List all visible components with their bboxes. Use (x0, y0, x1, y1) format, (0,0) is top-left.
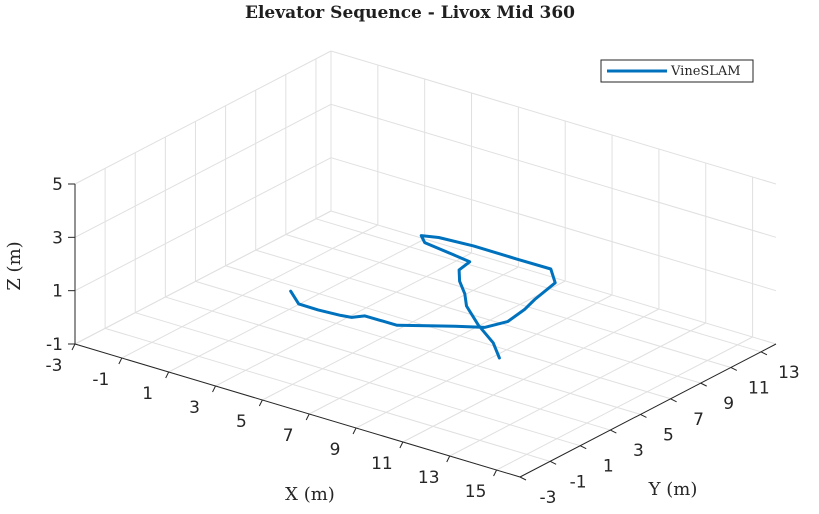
x-tick-label: 11 (371, 454, 393, 474)
legend: VineSLAM (600, 59, 754, 83)
grid-line-floor-y (104, 327, 551, 462)
grid-line-side-z (74, 103, 332, 238)
x-tick-label: 9 (330, 440, 341, 460)
grid-line-side-z (74, 210, 332, 345)
x-tick-mark (493, 469, 498, 477)
grid-line-floor-x (402, 308, 660, 443)
x-tick-mark (258, 399, 263, 407)
z-tick-label: 5 (52, 175, 63, 195)
x-tick-label: 5 (236, 412, 247, 432)
grid-line-back-z (330, 103, 777, 238)
grid-line-floor-x (215, 252, 472, 387)
x-tick-label: -3 (46, 356, 63, 376)
y-tick-mark (519, 476, 527, 481)
axes (68, 183, 777, 481)
grid-line-floor-x (121, 224, 379, 359)
y-tick-label: 1 (603, 457, 614, 477)
y-tick-mark (640, 413, 647, 418)
grid-line-floor-y (225, 265, 671, 400)
legend-box (600, 59, 754, 83)
x-tick-mark (118, 357, 123, 365)
y-tick-mark (580, 445, 587, 450)
chart-title: Elevator Sequence - Livox Mid 360 (245, 3, 575, 23)
y-tick-mark (670, 398, 677, 403)
y-tick-label: 7 (693, 410, 704, 430)
x-tick-mark (71, 343, 76, 351)
x-tick-label: 15 (465, 482, 487, 502)
grid-line-floor-x (262, 266, 519, 401)
x-tick-mark (446, 455, 451, 463)
y-tick-label: 9 (723, 394, 734, 414)
grid-line-floor-y (135, 312, 581, 447)
grid-line-floor-y (195, 280, 641, 415)
y-tick-label: 11 (748, 378, 770, 398)
grid-line-floor-y (285, 233, 731, 368)
x-tick-label: 7 (283, 426, 294, 446)
y-tick-mark (610, 429, 617, 434)
grid-line-side-z (74, 50, 332, 185)
y-tick-label: 5 (663, 425, 674, 445)
grid-line-floor-y (165, 296, 611, 431)
z-tick-label: 1 (52, 282, 63, 302)
z-axis-title: Z (m) (4, 241, 25, 290)
y-tick-mark (700, 382, 707, 387)
y-tick-label: -3 (540, 488, 557, 508)
x-tick-mark (305, 413, 310, 421)
x-tick-label: 3 (189, 398, 200, 418)
y-tick-mark (549, 460, 557, 465)
y-axis-line (519, 343, 777, 478)
x-tick-label: 1 (142, 384, 153, 404)
z-tick-label: 3 (52, 228, 63, 248)
x-tick-mark (352, 427, 357, 435)
grid-line-floor-y (255, 249, 701, 384)
y-tick-mark (760, 351, 768, 356)
series-lines (289, 234, 557, 360)
y-tick-label: 13 (778, 363, 800, 383)
z-tick-label: -1 (46, 335, 63, 355)
y-tick-label: 3 (633, 441, 644, 461)
grid-line-floor-x (449, 322, 706, 457)
x-tick-mark (399, 441, 404, 449)
series-line (289, 234, 557, 360)
x-axis-title: X (m) (285, 484, 335, 505)
x-tick-mark (212, 385, 216, 393)
grid-line-floor-x (168, 238, 425, 373)
y-tick-label: -1 (570, 472, 587, 492)
grid-line-floor-x (355, 294, 613, 429)
grid-line-back-z (330, 50, 777, 185)
x-axis-line (74, 343, 521, 478)
grid-line-floor-x (496, 336, 753, 471)
x-tick-label: 13 (418, 468, 440, 488)
y-axis-title: Y (m) (648, 479, 698, 500)
grid-line-floor-x (308, 280, 566, 415)
grid-line-floor-y (315, 218, 762, 353)
grid-lines (74, 50, 777, 478)
x-tick-label: -1 (92, 370, 109, 390)
y-tick-mark (730, 367, 738, 371)
legend-label: VineSLAM (670, 64, 741, 79)
x-tick-mark (165, 371, 170, 379)
grid-line-side-z (74, 157, 332, 292)
grid-line-back-z (330, 157, 777, 292)
